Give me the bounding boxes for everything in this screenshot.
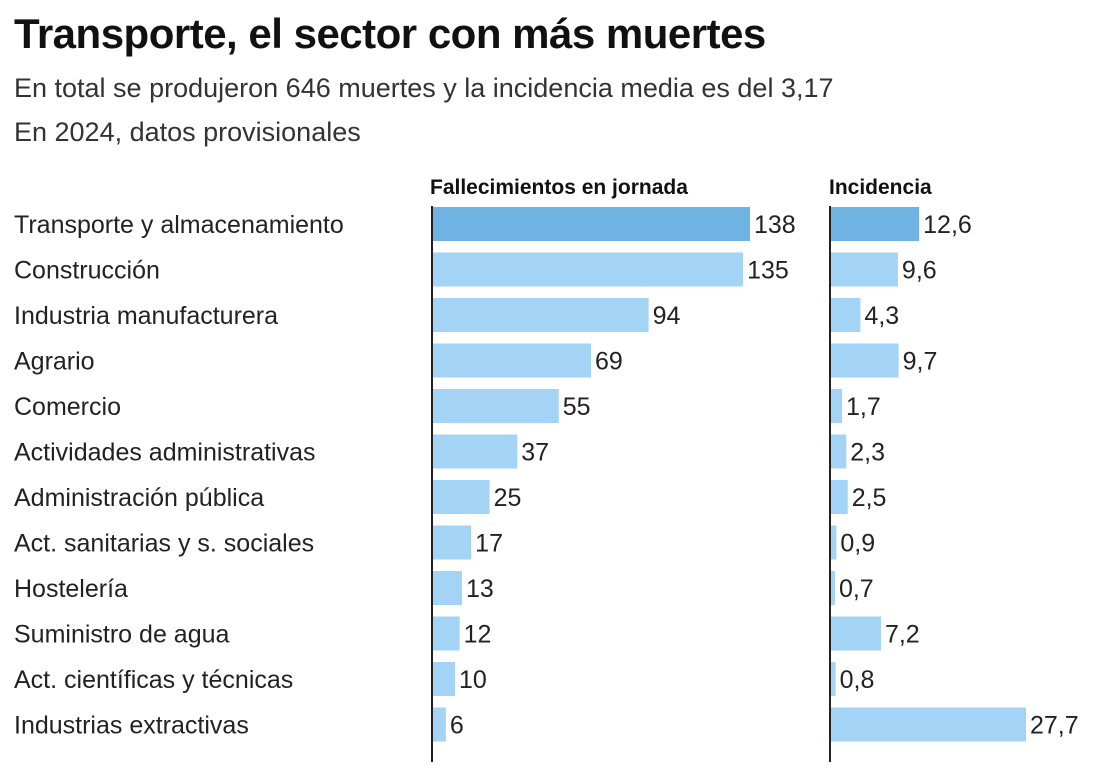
series-header: Incidencia: [829, 176, 932, 199]
bar: [830, 389, 843, 423]
bar: [432, 434, 518, 469]
bar: [830, 707, 1026, 742]
bar: [830, 525, 837, 560]
bar: [830, 480, 848, 514]
bar: [830, 343, 899, 378]
bar: [830, 207, 920, 241]
bar: [432, 343, 591, 378]
value-label: 94: [653, 302, 681, 330]
value-label: 0,9: [840, 530, 875, 558]
category-label: Suministro de agua: [14, 621, 230, 649]
value-label: 17: [475, 530, 503, 558]
value-label: 4,3: [864, 302, 899, 330]
chart-subtitle: En total se produjeron 646 muertes y la …: [14, 73, 834, 103]
bar: [432, 207, 750, 241]
bar: [830, 571, 835, 605]
chart-note: En 2024, datos provisionales: [14, 117, 361, 147]
series-header: Fallecimientos en jornada: [430, 176, 688, 199]
value-label: 12,6: [923, 211, 972, 239]
bar: [830, 616, 881, 651]
value-label: 69: [595, 348, 623, 376]
bar: [432, 252, 744, 287]
category-label: Transporte y almacenamiento: [14, 211, 344, 239]
value-label: 12: [464, 621, 492, 649]
value-label: 7,2: [885, 621, 920, 649]
value-label: 9,6: [902, 257, 937, 285]
category-label: Agrario: [14, 348, 95, 376]
category-label: Administración pública: [14, 484, 264, 512]
bar: [432, 298, 649, 332]
category-label: Act. científicas y técnicas: [14, 666, 293, 694]
category-label: Comercio: [14, 393, 121, 421]
category-label: Industrias extractivas: [14, 712, 249, 740]
bar: [432, 480, 490, 514]
category-label: Act. sanitarias y s. sociales: [14, 530, 314, 558]
bar: [432, 616, 460, 651]
category-label: Hostelería: [14, 575, 128, 603]
value-label: 0,8: [840, 666, 875, 694]
chart-title: Transporte, el sector con más muertes: [14, 10, 766, 57]
value-label: 27,7: [1030, 712, 1079, 740]
bar: [432, 389, 559, 423]
value-label: 13: [466, 575, 494, 603]
value-label: 135: [747, 257, 789, 285]
value-label: 2,5: [852, 484, 887, 512]
value-label: 6: [450, 712, 464, 740]
category-label: Construcción: [14, 257, 160, 285]
value-label: 2,3: [850, 439, 885, 467]
bar: [830, 434, 847, 469]
value-label: 138: [754, 211, 796, 239]
bar: [830, 252, 898, 287]
bar: [432, 571, 462, 605]
bar: [830, 298, 861, 332]
bar: [432, 662, 456, 696]
value-label: 37: [521, 439, 549, 467]
bar: [432, 525, 472, 560]
bar: [830, 662, 836, 696]
value-label: 10: [459, 666, 487, 694]
bar: [432, 707, 446, 742]
category-label: Actividades administrativas: [14, 439, 316, 467]
value-label: 1,7: [846, 393, 881, 421]
value-label: 0,7: [839, 575, 874, 603]
value-label: 25: [494, 484, 522, 512]
value-label: 9,7: [903, 348, 938, 376]
category-label: Industria manufacturera: [14, 302, 278, 330]
value-label: 55: [563, 393, 591, 421]
